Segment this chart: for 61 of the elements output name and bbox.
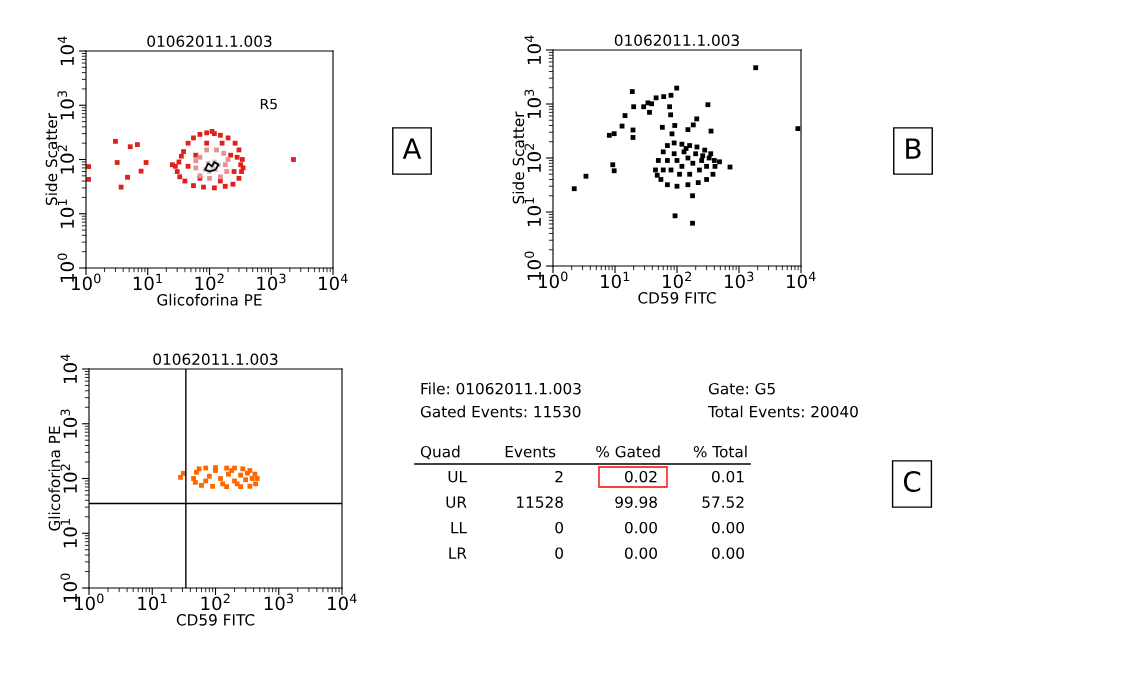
text: 0.00 — [711, 521, 744, 534]
text: C — [903, 471, 921, 493]
x-tick-label: 10$^{2}$ — [195, 273, 224, 291]
annotation: R5 — [260, 98, 277, 110]
x-tick-label: 10$^{2}$ — [201, 593, 230, 611]
x-axis-title: CD59 FITC — [638, 292, 716, 304]
text: Gated Events: 11530 — [420, 405, 581, 418]
text: 0 — [555, 521, 563, 534]
chart-title: 01062011.1.003 — [147, 35, 272, 48]
x-tick-label: 10$^{1}$ — [138, 593, 167, 611]
y-tick-label: 10$^{4}$ — [57, 36, 75, 65]
x-axis-title: CD59 FITC — [176, 614, 255, 626]
text: 0.02 — [624, 470, 657, 483]
y-tick-label: 10$^{3}$ — [60, 409, 78, 438]
text: 0.00 — [624, 547, 657, 559]
y-tick-label: 10$^{2}$ — [60, 464, 78, 493]
text: Total Events: 20040 — [707, 405, 858, 418]
chart-title: 01062011.1.003 — [153, 353, 278, 366]
text: 0.00 — [624, 521, 657, 534]
text: 57.52 — [702, 496, 744, 508]
y-tick-label: 10$^{1}$ — [57, 199, 75, 228]
text: File: 01062011.1.003 — [421, 382, 581, 395]
x-tick-label: 10$^{4}$ — [319, 273, 348, 291]
text: 11528 — [517, 496, 563, 508]
x-tick-label: 10$^{3}$ — [257, 273, 286, 291]
text: A — [402, 138, 422, 159]
y-tick-label: 10$^{1}$ — [60, 519, 78, 548]
x-tick-label: 10$^{4}$ — [787, 271, 816, 289]
x-axis-title: Glicoforina PE — [157, 293, 262, 306]
text: LR — [449, 547, 467, 559]
y-axis-title: Glicoforina PE — [48, 426, 61, 531]
y-tick-label: 10$^{4}$ — [60, 354, 78, 383]
text: 0.01 — [711, 470, 744, 483]
chart-title: 01062011.1.003 — [614, 34, 739, 47]
text: 0.00 — [711, 547, 744, 559]
y-axis-title: Side Scatter — [512, 111, 525, 204]
y-tick-label: 10$^{2}$ — [524, 143, 542, 172]
text: Events — [505, 446, 556, 458]
y-tick-label: 10$^{3}$ — [57, 90, 75, 120]
x-tick-label: 10$^{4}$ — [328, 593, 357, 611]
x-tick-label: 10$^{3}$ — [264, 593, 294, 611]
text: % Total — [693, 445, 747, 458]
x-tick-label: 10$^{3}$ — [725, 271, 754, 289]
text: 0 — [555, 547, 563, 559]
text: B — [906, 138, 921, 159]
text: Gate: G5 — [708, 382, 775, 395]
text: UR — [446, 496, 467, 508]
y-tick-label: 10$^{3}$ — [524, 89, 542, 118]
text: % Gated — [596, 445, 660, 458]
text: Quad — [420, 445, 460, 460]
x-tick-label: 10$^{1}$ — [133, 273, 162, 291]
y-axis-title: Side Scatter — [45, 112, 58, 205]
y-tick-label: 10$^{1}$ — [524, 197, 542, 226]
text: 99.98 — [615, 496, 657, 508]
y-tick-label: 10$^{2}$ — [57, 145, 75, 174]
text: LL — [451, 522, 467, 534]
text: UL — [448, 471, 467, 483]
x-tick-label: 10$^{2}$ — [663, 271, 692, 289]
x-tick-label: 10$^{1}$ — [601, 271, 630, 289]
y-tick-label: 10$^{4}$ — [524, 35, 542, 64]
text: 2 — [555, 470, 563, 483]
